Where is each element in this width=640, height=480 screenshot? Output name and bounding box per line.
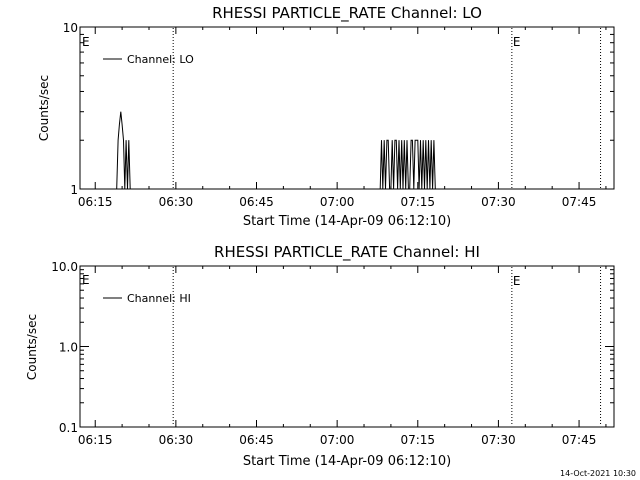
event-marker-label: E <box>513 274 521 288</box>
edge-marker-hi: E <box>82 273 90 287</box>
y-tick-labels-hi: 0.1 1.0 10.0 <box>51 260 78 435</box>
x-tick-label: 07:00 <box>320 433 355 447</box>
legend-lo: Channel: LO <box>103 53 194 66</box>
x-tick-label: 06:15 <box>78 195 113 209</box>
y-axis-label-lo: Counts/sec <box>37 75 51 141</box>
axis-ticks-hi <box>80 266 614 428</box>
x-tick-label: 07:45 <box>562 195 597 209</box>
chart-title-lo: RHESSI PARTICLE_RATE Channel: LO <box>212 4 482 23</box>
x-axis-label-hi: Start Time (14-Apr-09 06:12:10) <box>243 454 451 469</box>
x-tick-label: 07:15 <box>400 433 435 447</box>
x-axis-label-lo: Start Time (14-Apr-09 06:12:10) <box>243 214 451 229</box>
x-tick-label: 07:15 <box>400 195 435 209</box>
x-tick-label: 07:45 <box>562 433 597 447</box>
plot-frame-lo <box>79 26 615 190</box>
event-markers-lo: E <box>172 28 602 188</box>
x-tick-label: 07:00 <box>320 195 355 209</box>
series-line-segment <box>379 139 436 190</box>
x-tick-label: 06:30 <box>159 195 194 209</box>
legend-label-lo: Channel: LO <box>127 53 194 66</box>
y-tick-label: 1.0 <box>59 341 78 355</box>
chart-lo: RHESSI PARTICLE_RATE Channel: LO 06:15 06… <box>37 4 615 229</box>
legend-label-hi: Channel: HI <box>127 292 191 305</box>
event-markers-hi: E <box>172 267 602 426</box>
chart-hi: RHESSI PARTICLE_RATE Channel: HI 06:15 06… <box>25 243 615 469</box>
x-tick-label: 06:45 <box>239 195 274 209</box>
y-tick-labels-lo: 1 10 <box>63 21 78 197</box>
legend-hi: Channel: HI <box>103 292 191 305</box>
series-line-segment <box>116 111 131 190</box>
x-tick-label: 06:30 <box>159 433 194 447</box>
axis-ticks-lo <box>80 27 614 190</box>
y-tick-label: 0.1 <box>59 421 78 435</box>
y-axis-label-hi: Counts/sec <box>25 314 39 380</box>
footer-timestamp: 14-Oct-2021 10:30 <box>560 469 636 478</box>
y-tick-label: 10 <box>63 21 78 35</box>
edge-marker-lo: E <box>82 35 90 49</box>
x-tick-label: 06:45 <box>239 433 274 447</box>
x-tick-label: 07:30 <box>481 433 516 447</box>
x-tick-labels-lo: 06:15 06:30 06:45 07:00 07:15 07:30 07:45 <box>78 195 596 209</box>
y-tick-label: 10.0 <box>51 260 78 274</box>
x-tick-labels-hi: 06:15 06:30 06:45 07:00 07:15 07:30 07:45 <box>78 433 596 447</box>
x-tick-label: 07:30 <box>481 195 516 209</box>
chart-title-hi: RHESSI PARTICLE_RATE Channel: HI <box>214 243 480 262</box>
series-trace-lo <box>116 111 436 190</box>
y-tick-label: 1 <box>70 183 78 197</box>
plot-frame-hi <box>79 265 615 428</box>
event-marker-label: E <box>513 35 521 49</box>
x-tick-label: 06:15 <box>78 433 113 447</box>
